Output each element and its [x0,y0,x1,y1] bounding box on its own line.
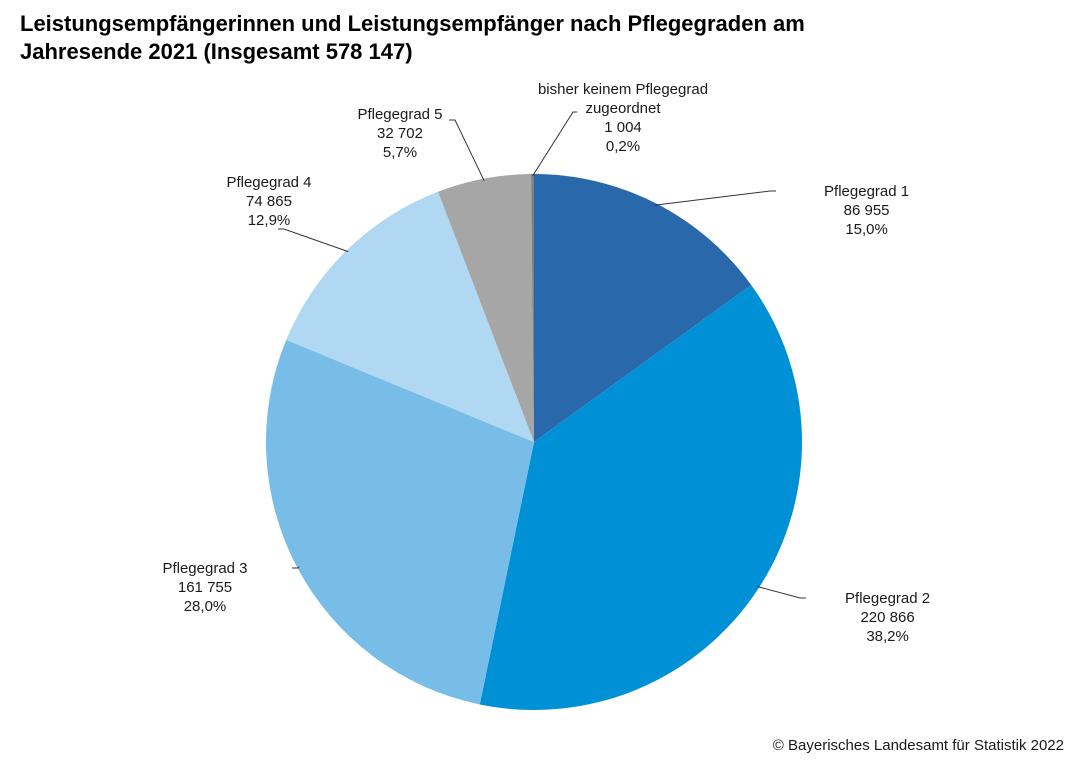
copyright-credit: © Bayerisches Landesamt für Statistik 20… [772,737,1064,754]
slice-5-value-label: 32 702 [377,125,423,142]
pie-slices [265,174,803,710]
slice-4-name-label: Pflegegrad 4 [226,174,311,191]
pie-slice-3 [265,339,534,705]
slice-6-percent-label: 0,2% [606,138,640,155]
leader-line-2 [757,586,806,599]
slice-6-name-label: bisher keinem Pflegegrad [538,81,708,98]
slice-3-name-label: Pflegegrad 3 [162,560,247,577]
slice-3-value-label: 161 755 [178,579,232,596]
slice-1-percent-label: 15,0% [845,221,888,238]
slice-6-value-label: 1 004 [604,119,642,136]
leader-line-4 [278,228,349,253]
leader-line-5 [449,119,485,181]
leader-line-1 [655,190,776,206]
pie-slice-4 [286,191,534,442]
slice-5-name-label: Pflegegrad 5 [357,106,442,123]
chart-title-line-2: Jahresende 2021 (Insgesamt 578 147) [20,39,413,64]
chart-title-line-1: Leistungsempfängerinnen und Leistungsemp… [20,11,805,36]
pie-slice-5 [438,174,534,442]
slice-1-name-label: Pflegegrad 1 [824,183,909,200]
chart-title: Leistungsempfängerinnen und Leistungsemp… [20,10,1020,66]
slice-1-value-label: 86 955 [844,202,890,219]
slice-2-name-label: Pflegegrad 2 [845,590,930,607]
leader-line-3 [292,566,300,569]
slice-6-name-label: zugeordnet [585,100,661,117]
slice-labels: Pflegegrad 1 86 955 15,0% Pflegegrad 2 220 8… [162,81,930,645]
pie-slice-1 [534,174,752,442]
leader-lines [278,111,806,599]
pie-slice-6 [531,174,534,442]
slice-2-percent-label: 38,2% [866,628,909,645]
slice-5-percent-label: 5,7% [383,144,417,161]
slice-3-percent-label: 28,0% [184,598,227,615]
leader-line-6 [532,111,577,177]
pie-slice-2 [479,285,803,710]
slice-2-value-label: 220 866 [860,609,914,626]
slice-4-value-label: 74 865 [246,193,292,210]
slice-4-percent-label: 12,9% [248,212,291,229]
